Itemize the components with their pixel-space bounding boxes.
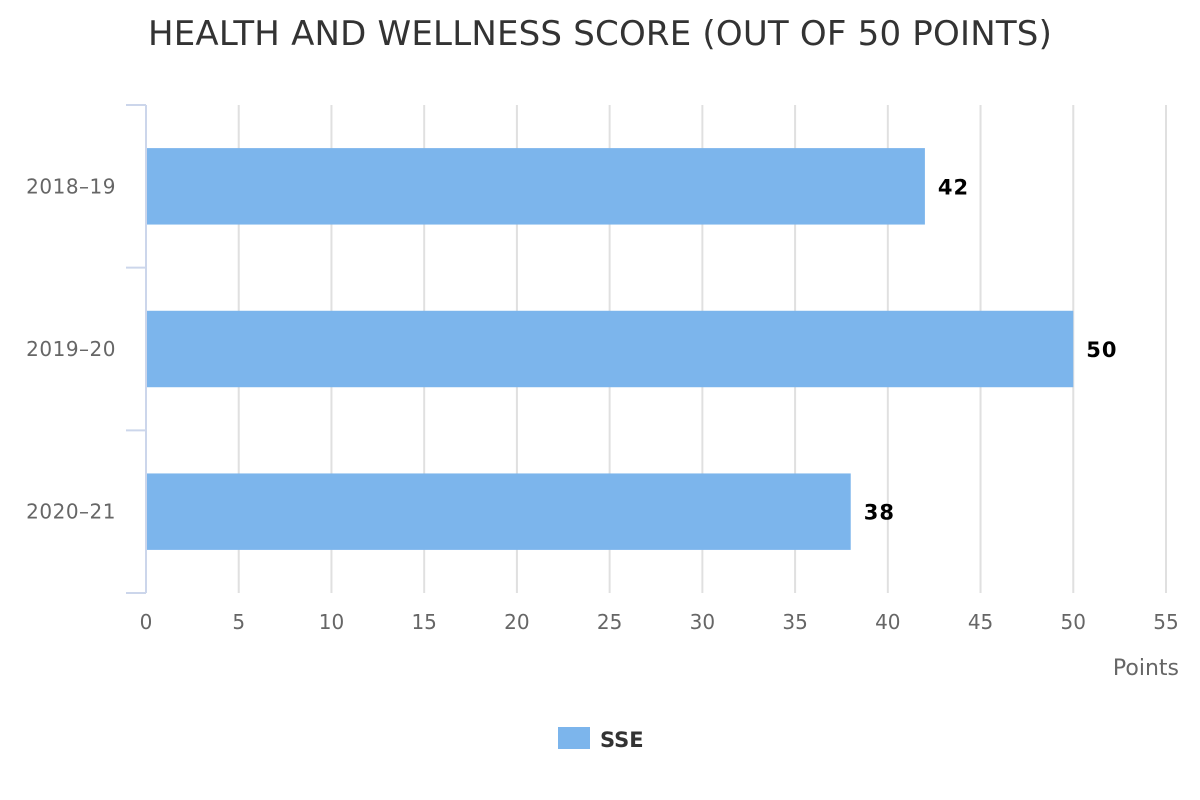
x-tick-label: 45 xyxy=(968,610,993,634)
category-label: 2018–19 xyxy=(26,174,116,198)
data-label: 42 xyxy=(938,175,969,199)
x-tick-label: 50 xyxy=(1061,610,1086,634)
x-tick-label: 55 xyxy=(1153,610,1178,634)
x-tick-label: 20 xyxy=(504,610,529,634)
bar[interactable] xyxy=(146,473,851,550)
x-tick-label: 25 xyxy=(597,610,622,634)
legend-swatch[interactable] xyxy=(558,727,590,749)
x-tick-label: 5 xyxy=(232,610,245,634)
legend-label[interactable]: SSE xyxy=(600,728,644,752)
x-tick-label: 30 xyxy=(690,610,715,634)
x-tick-label: 0 xyxy=(140,610,153,634)
chart-title: HEALTH AND WELLNESS SCORE (OUT OF 50 POI… xyxy=(147,14,1053,54)
bar[interactable] xyxy=(146,148,925,225)
bar[interactable] xyxy=(146,310,1074,388)
labels: 0 5 10 15 20 25 30 35 40 45 50 55 2018–19 42 2019–20 50… xyxy=(26,174,1179,681)
data-label: 50 xyxy=(1086,338,1117,362)
data-label: 38 xyxy=(864,501,895,525)
x-tick-label: 35 xyxy=(782,610,807,634)
bars xyxy=(146,148,1074,550)
x-tick-label: 40 xyxy=(875,610,900,634)
x-tick-label: 10 xyxy=(319,610,344,634)
x-tick-label: 15 xyxy=(411,610,436,634)
x-axis-title: Points xyxy=(1113,656,1179,681)
category-label: 2019–20 xyxy=(26,337,116,361)
category-label: 2020–21 xyxy=(26,500,116,524)
axes xyxy=(126,104,147,594)
legend[interactable]: SSE xyxy=(558,727,644,752)
